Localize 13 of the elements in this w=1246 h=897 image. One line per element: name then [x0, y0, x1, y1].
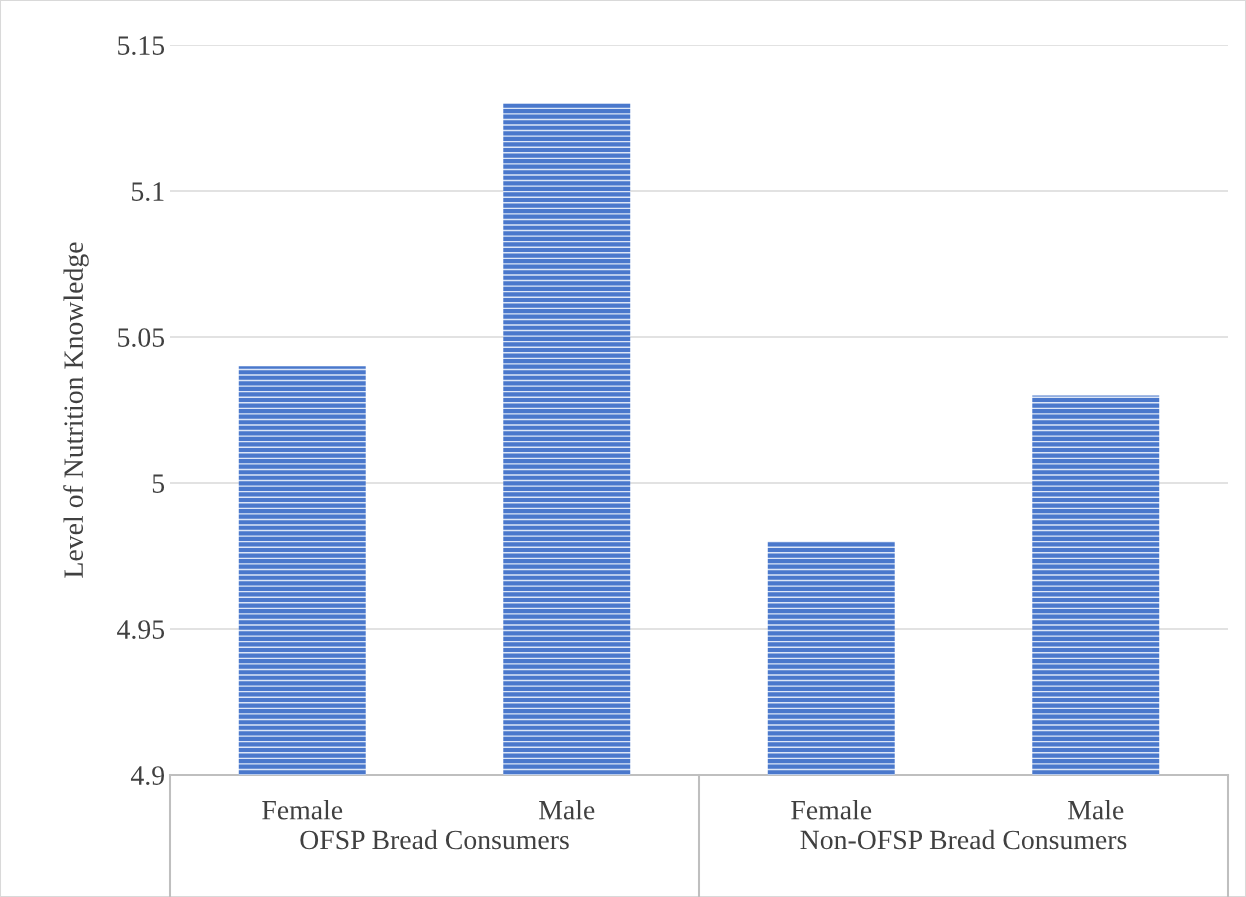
- y-tick-label: 5: [152, 474, 165, 493]
- text: OFSP Bread Consumers: [300, 829, 569, 850]
- y-tick-label: 4.9: [130, 766, 164, 786]
- x-tick-label: Female: [791, 800, 872, 820]
- y-tick-label: 5.15: [118, 36, 165, 56]
- y-axis-title: Level of Nutrition Knowledge: [63, 242, 89, 578]
- text: Non-OFSP Bread Consumers: [800, 829, 1127, 850]
- y-tick-label: 5.05: [118, 328, 165, 348]
- y-tick-label: 5.1: [132, 182, 164, 202]
- x-tick-label: Male: [1068, 800, 1124, 820]
- y-tick-label: 4.95: [117, 620, 165, 640]
- x-tick-label: Male: [539, 800, 595, 820]
- x-tick-label: Female: [262, 800, 343, 820]
